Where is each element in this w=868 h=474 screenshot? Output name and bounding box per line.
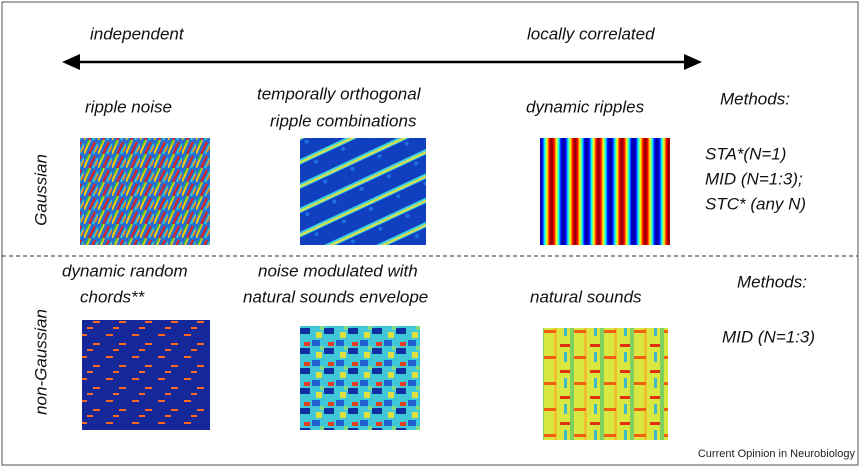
stimulus-title: chords** bbox=[80, 287, 146, 306]
row-label: non-Gaussian bbox=[31, 309, 50, 415]
method: MID (N=1:3); bbox=[705, 169, 803, 188]
spectrogram-image bbox=[540, 138, 670, 245]
axis-label-left: independent bbox=[90, 24, 185, 43]
row-label: Gaussian bbox=[31, 154, 50, 226]
methods-title: Methods: bbox=[720, 89, 790, 108]
stimulus-title: noise modulated with bbox=[258, 261, 418, 280]
method: STC* (any N) bbox=[705, 194, 806, 213]
axis-label-right: locally correlated bbox=[527, 24, 655, 43]
spectrogram-image bbox=[82, 320, 210, 430]
stimulus-title: ripple noise bbox=[85, 97, 172, 116]
stimulus-title: ripple combinations bbox=[270, 111, 417, 130]
arrow-head-right bbox=[684, 54, 702, 70]
spectrogram-image bbox=[300, 138, 426, 245]
arrow-head-left bbox=[62, 54, 80, 70]
figure: independent locally correlated Gaussian … bbox=[0, 0, 868, 474]
method: MID (N=1:3) bbox=[722, 327, 815, 346]
methods-title: Methods: bbox=[737, 272, 807, 291]
stimulus-title: dynamic ripples bbox=[526, 97, 645, 116]
spectrogram-image bbox=[80, 138, 210, 245]
stimulus-title: temporally orthogonal bbox=[257, 84, 422, 103]
credit: Current Opinion in Neurobiology bbox=[698, 448, 856, 460]
stimulus-title: natural sounds bbox=[530, 287, 642, 306]
spectrogram-image bbox=[300, 326, 420, 430]
spectrogram-image bbox=[543, 328, 668, 440]
method: STA*(N=1) bbox=[705, 144, 786, 163]
stimulus-title: natural sounds envelope bbox=[243, 287, 428, 306]
stimulus-title: dynamic random bbox=[62, 261, 188, 280]
